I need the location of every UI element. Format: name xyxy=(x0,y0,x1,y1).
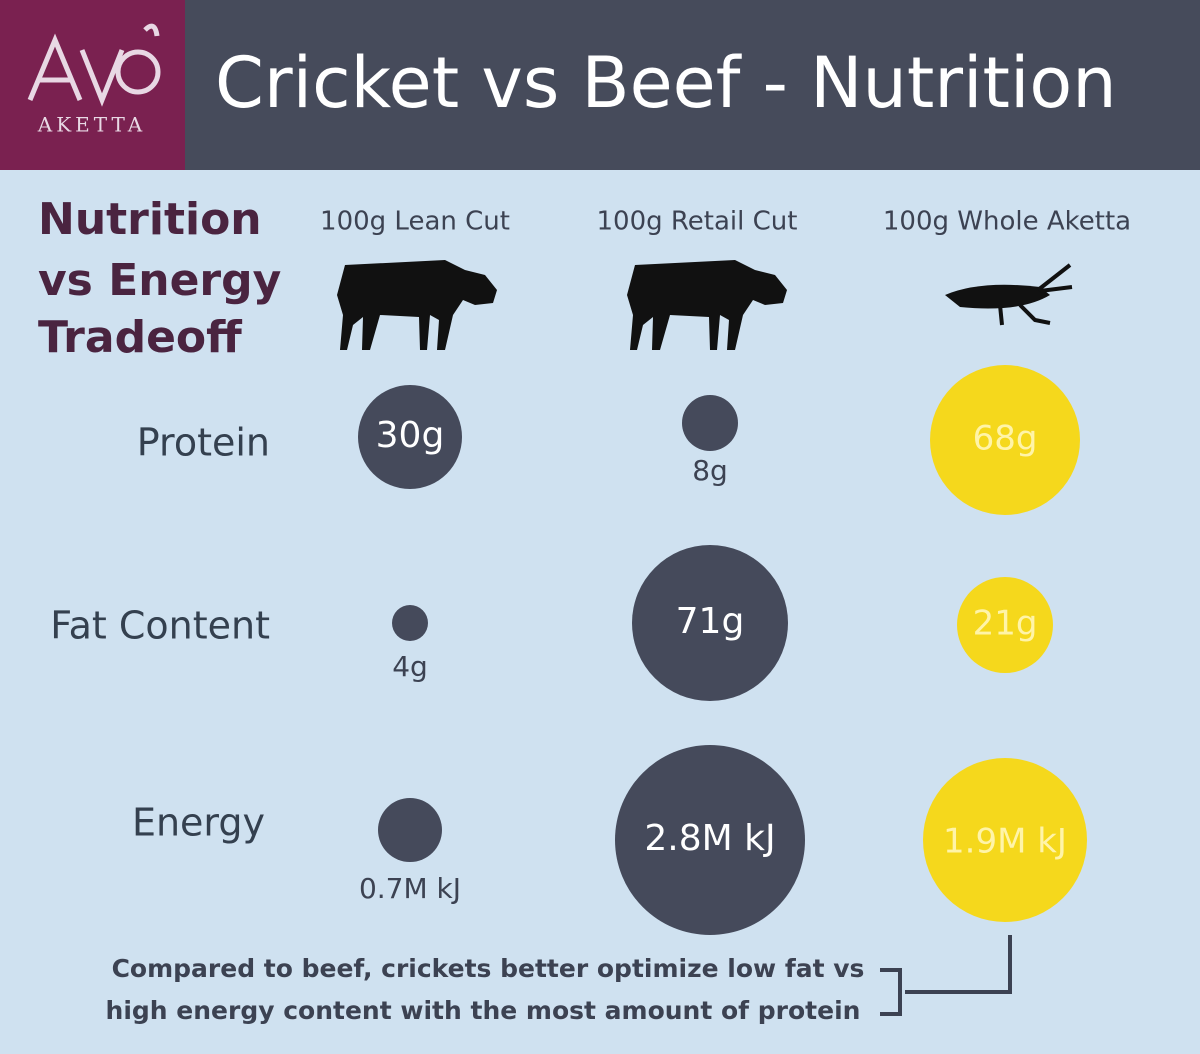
value-label: 68g xyxy=(973,419,1038,459)
cricket-icon xyxy=(945,263,1073,326)
logo-text: AKETTA xyxy=(37,113,146,137)
row-label: Energy xyxy=(132,801,265,845)
value-label: 4g xyxy=(392,650,428,683)
value-label: 8g xyxy=(692,454,728,487)
row-label: Protein xyxy=(137,421,270,465)
header-bar xyxy=(0,0,1200,170)
logo-box xyxy=(0,0,185,170)
heading-line: Nutrition xyxy=(38,194,262,245)
value-label: 0.7M kJ xyxy=(359,872,461,905)
value-label: 21g xyxy=(973,604,1038,644)
row-label: Fat Content xyxy=(50,604,270,648)
value-label: 30g xyxy=(376,415,445,456)
column-header: 100g Retail Cut xyxy=(597,207,798,237)
heading-line: Tradeoff xyxy=(38,312,243,363)
value-bubble xyxy=(682,395,738,451)
value-bubble xyxy=(632,545,788,701)
title: Cricket vs Beef - Nutrition xyxy=(215,42,1117,124)
value-bubble xyxy=(378,798,442,862)
value-bubble xyxy=(392,605,428,641)
value-bubble xyxy=(930,365,1080,515)
value-bubble xyxy=(923,758,1087,922)
value-bubble xyxy=(615,745,805,935)
cow-icon xyxy=(627,260,787,350)
logo-mark xyxy=(27,23,161,107)
note-line: Compared to beef, crickets better optimi… xyxy=(112,954,865,983)
note-line: high energy content with the most amount… xyxy=(106,996,861,1025)
value-label: 71g xyxy=(676,601,745,642)
value-bubble xyxy=(957,577,1053,673)
value-label: 2.8M kJ xyxy=(644,818,775,859)
bracket xyxy=(880,935,1012,1016)
value-label: 1.9M kJ xyxy=(943,822,1067,862)
heading-line: vs Energy xyxy=(38,255,281,306)
column-header: 100g Whole Aketta xyxy=(883,207,1131,237)
value-bubble xyxy=(358,385,462,489)
column-header: 100g Lean Cut xyxy=(320,207,510,237)
cow-icon xyxy=(337,260,497,350)
